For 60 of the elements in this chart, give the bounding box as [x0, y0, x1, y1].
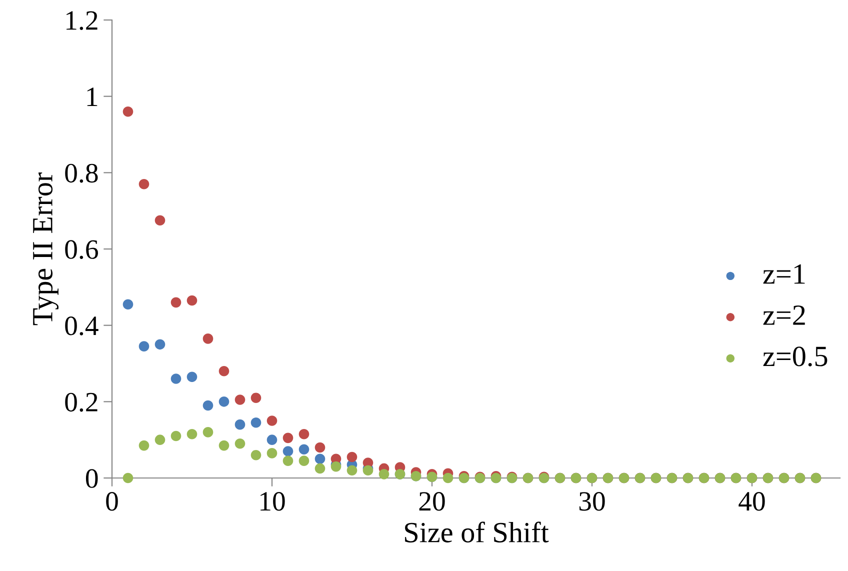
point — [298, 444, 310, 455]
point — [314, 463, 326, 474]
point — [218, 440, 230, 451]
point — [314, 454, 326, 464]
legend-label: z=0.5 — [763, 346, 828, 366]
point — [154, 434, 166, 445]
point — [346, 465, 358, 476]
point — [346, 452, 358, 462]
point — [138, 440, 150, 451]
point — [282, 432, 294, 444]
point — [282, 456, 294, 466]
point — [202, 427, 214, 438]
point — [138, 178, 150, 190]
point — [442, 472, 454, 484]
x-tick-label: 0 — [106, 492, 118, 511]
point — [298, 428, 310, 440]
point — [234, 394, 246, 405]
y-tick-label: 0.2 — [65, 392, 98, 412]
point — [234, 438, 246, 449]
point — [250, 418, 262, 428]
y-tick-label: 1.2 — [66, 11, 98, 30]
point — [138, 341, 150, 352]
x-tick-label: 20 — [419, 492, 445, 511]
point — [186, 372, 198, 382]
x-tick-label: 30 — [579, 492, 605, 511]
y-tick-label: 0.6 — [65, 240, 98, 260]
x-tick-label: 40 — [738, 492, 765, 511]
point — [234, 419, 246, 430]
point — [250, 450, 262, 460]
point — [202, 400, 214, 411]
point — [186, 295, 198, 306]
point — [170, 374, 182, 384]
point — [122, 299, 134, 310]
y-tick-label: 0.8 — [65, 164, 98, 183]
y-tick-label: 0.4 — [65, 316, 98, 336]
point — [186, 428, 198, 440]
point — [170, 430, 182, 442]
point — [154, 339, 166, 350]
point — [122, 472, 134, 484]
point — [154, 215, 166, 226]
point — [298, 456, 310, 466]
point — [282, 446, 294, 456]
point — [266, 448, 278, 458]
legend-label: z=2 — [763, 305, 805, 325]
point — [266, 416, 278, 426]
y-tick-label: 0 — [86, 469, 98, 488]
point — [266, 434, 278, 445]
x-axis-title: Size of Shift — [405, 522, 549, 542]
point — [378, 469, 390, 480]
point — [218, 366, 230, 376]
legend-label: z=1 — [763, 264, 805, 284]
point — [250, 392, 262, 403]
point — [314, 442, 326, 453]
point — [170, 297, 182, 308]
point — [202, 334, 214, 344]
y-tick-label: 1 — [87, 88, 98, 106]
x-tick-label: 10 — [260, 492, 285, 511]
point — [122, 106, 134, 117]
y-axis-title: Type II Error — [33, 172, 59, 326]
point — [218, 396, 230, 407]
